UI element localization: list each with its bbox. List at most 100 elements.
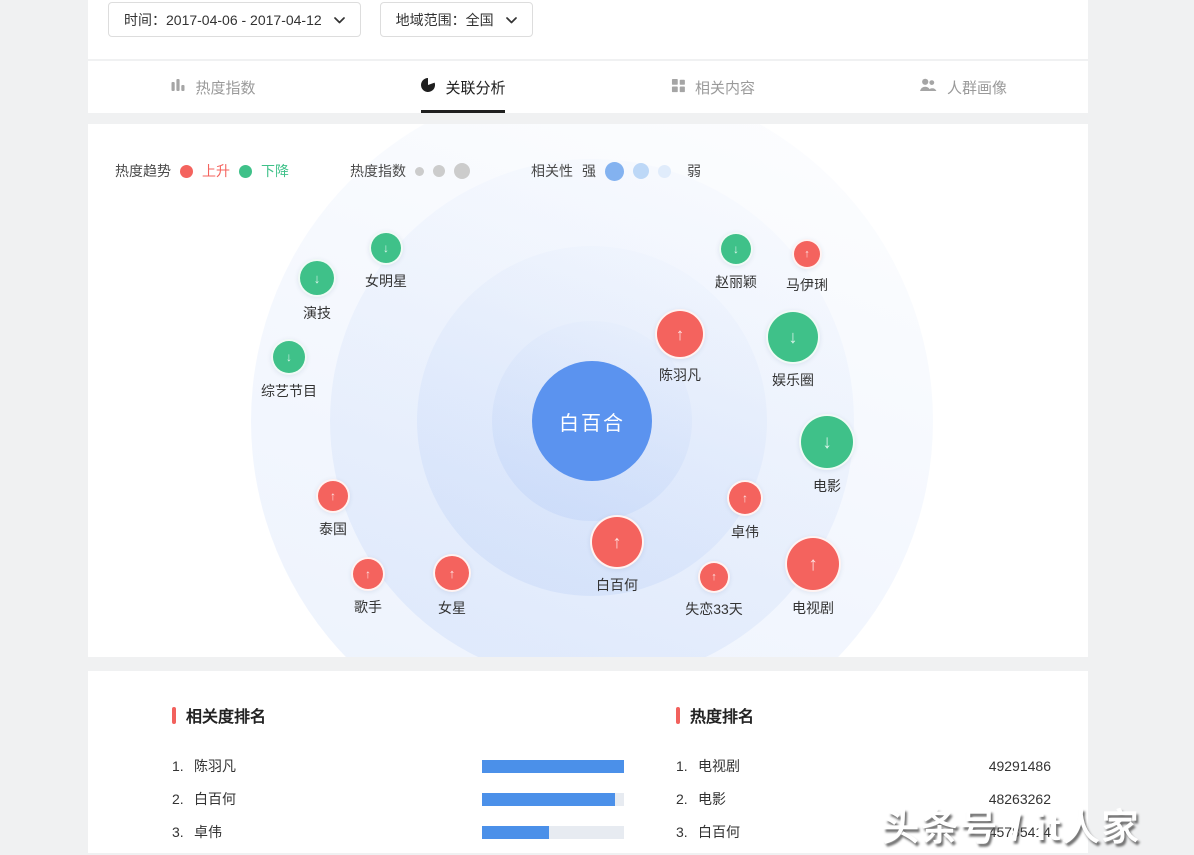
rank-label: 电影 <box>698 791 726 807</box>
index-dot-large-icon <box>454 163 470 179</box>
chevron-down-icon <box>505 17 517 24</box>
legend-down-label: 下降 <box>261 163 289 179</box>
bubble-label: 赵丽颖 <box>715 274 757 290</box>
tab-label: 热度指数 <box>195 79 256 97</box>
legend-trend-label: 热度趋势 <box>115 163 171 179</box>
relation-bubble[interactable]: ↓ <box>766 310 820 364</box>
relevance-bar-fill <box>482 792 616 806</box>
arrow-down-icon: ↓ <box>788 327 798 347</box>
relation-bubble[interactable]: ↑ <box>433 554 471 592</box>
index-dot-medium-icon <box>433 165 445 177</box>
bubble-label: 综艺节目 <box>261 383 317 399</box>
relation-bubble[interactable]: ↑ <box>727 480 763 516</box>
index-dot-small-icon <box>415 166 424 176</box>
red-accent-bar <box>172 706 176 724</box>
relation-bubble[interactable]: ↑ <box>655 309 705 359</box>
tab-relation-analysis[interactable]: 关联分析 <box>338 61 588 113</box>
relation-bubble[interactable]: ↓ <box>369 231 403 265</box>
rank-value: 49291486 <box>988 758 1051 774</box>
relation-bubble[interactable]: ↓ <box>719 232 753 266</box>
chevron-down-icon <box>333 17 345 24</box>
bar-chart-icon <box>170 77 186 97</box>
table-row: 3. 白百何 45785414 <box>676 822 1051 842</box>
relevance-ranking-header: 相关度排名 <box>172 671 624 727</box>
relation-bubble[interactable]: ↓ <box>799 414 855 470</box>
tab-heat-index[interactable]: 热度指数 <box>88 61 338 113</box>
table-row: 2. 电影 48263262 <box>676 789 1051 809</box>
heat-ranking-section: 热度排名 1. 电视剧 49291486 2. 电影 48263262 3. 白… <box>676 671 1051 855</box>
bubble-layer: 白百合 ↓ 女明星 ↓ 演技 ↓ 综艺节目 ↑ 泰国 ↑ 歌手 ↑ 女星 ↑ 白百何 ↑ 失恋33天 ↑ 卓伟 ↑ 电视… <box>88 124 1088 657</box>
bubble-label: 白百何 <box>596 577 638 593</box>
watermark: 头条号 / it人家 <box>882 807 1141 848</box>
people-icon <box>919 77 938 97</box>
relation-bubble[interactable]: ↑ <box>785 536 841 592</box>
relevance-dot-weak-icon <box>658 164 671 178</box>
tab-related-content[interactable]: 相关内容 <box>588 61 838 113</box>
arrow-up-icon: ↑ <box>742 491 748 505</box>
rank-number: 2. <box>172 791 184 807</box>
bubble-label: 女星 <box>438 600 466 616</box>
rank-number: 3. <box>172 824 184 840</box>
relation-bubble[interactable]: ↑ <box>316 479 350 513</box>
heat-ranking-title: 热度排名 <box>690 709 755 726</box>
red-accent-bar <box>676 706 680 724</box>
bubble-label: 娱乐圈 <box>772 372 814 388</box>
heat-ranking-header: 热度排名 <box>676 671 1051 727</box>
arrow-up-icon: ↑ <box>612 532 622 552</box>
grid-icon <box>671 78 686 97</box>
relevance-dot-medium-icon <box>633 163 649 179</box>
arrow-up-icon: ↑ <box>365 567 371 581</box>
rank-number: 1. <box>676 758 688 774</box>
rank-number: 1. <box>172 758 184 774</box>
relation-bubble[interactable]: ↑ <box>351 557 385 591</box>
relation-bubble[interactable]: ↑ <box>792 239 822 269</box>
relevance-bar-fill <box>482 825 549 839</box>
arrow-down-icon: ↓ <box>286 350 292 364</box>
legend-index-label: 热度指数 <box>350 163 406 179</box>
arrow-up-icon: ↑ <box>330 489 336 503</box>
bubble-label: 卓伟 <box>731 524 759 540</box>
rank-label: 卓伟 <box>194 824 222 840</box>
rank-label: 白百何 <box>698 824 740 840</box>
rank-number: 3. <box>676 824 688 840</box>
arrow-down-icon: ↓ <box>383 241 389 255</box>
table-row: 1. 陈羽凡 <box>172 756 624 776</box>
relation-bubble[interactable]: ↓ <box>271 339 307 375</box>
relation-bubble[interactable]: ↑ <box>698 561 730 593</box>
rank-value: 45785414 <box>988 824 1051 840</box>
center-bubble[interactable]: 白百合 <box>532 361 652 481</box>
tab-label: 关联分析 <box>445 79 506 97</box>
rank-label: 电视剧 <box>698 758 740 774</box>
relevance-bar-track <box>482 825 624 839</box>
region-dropdown[interactable]: 地域范围：全国 <box>379 2 533 37</box>
legend-relevance-label: 相关性 <box>531 163 573 179</box>
down-dot-icon <box>239 164 252 178</box>
time-range-label: 时间：2017-04-06 - 2017-04-12 <box>124 11 322 28</box>
legend-weak-label: 弱 <box>687 163 701 179</box>
relevance-ranking-title: 相关度排名 <box>186 709 267 726</box>
bubble-label: 陈羽凡 <box>659 367 701 383</box>
arrow-down-icon: ↓ <box>733 242 739 256</box>
bubble-label: 女明星 <box>365 273 407 289</box>
relation-bubble[interactable]: ↓ <box>298 259 336 297</box>
bubble-label: 马伊琍 <box>786 277 828 293</box>
bubble-label: 失恋33天 <box>685 601 743 617</box>
pie-chart-icon <box>420 77 436 97</box>
arrow-down-icon: ↓ <box>313 270 321 286</box>
relevance-bar-track <box>482 792 624 806</box>
filter-bar: 时间：2017-04-06 - 2017-04-12 地域范围：全国 <box>88 0 1088 59</box>
arrow-down-icon: ↓ <box>822 431 832 453</box>
relevance-bar-fill <box>482 759 624 773</box>
rank-number: 2. <box>676 791 688 807</box>
table-row: 3. 卓伟 <box>172 822 624 842</box>
bubble-label: 演技 <box>303 305 331 321</box>
tab-audience-profile[interactable]: 人群画像 <box>838 61 1088 113</box>
relation-bubble[interactable]: ↑ <box>590 515 644 569</box>
tab-bar: 热度指数 关联分析 相关内容 人群画像 <box>88 61 1088 113</box>
arrow-up-icon: ↑ <box>675 324 685 344</box>
legend-trend-group: 热度趋势 上升 下降 <box>115 161 298 181</box>
time-range-dropdown[interactable]: 时间：2017-04-06 - 2017-04-12 <box>108 2 361 37</box>
relevance-ranking-rows: 1. 陈羽凡 2. 白百何 3. 卓伟 <box>172 756 624 842</box>
legend-index-group: 热度指数 <box>350 161 479 181</box>
legend-strong-label: 强 <box>582 163 596 179</box>
